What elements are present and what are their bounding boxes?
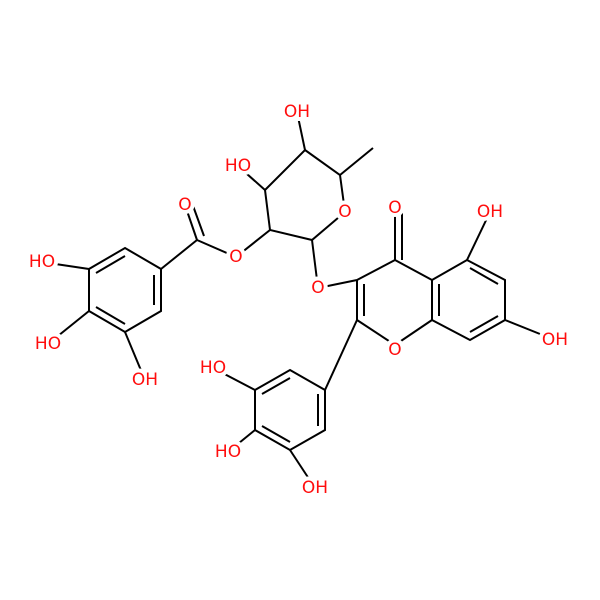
atom-label: HO [225, 156, 251, 176]
atom-label: HO [29, 252, 55, 272]
atom-label: O [388, 198, 401, 218]
atom-label: OH [477, 202, 503, 222]
atom-label: OH [542, 330, 568, 350]
atom-label: HO [215, 442, 241, 462]
atom-label: O [229, 247, 242, 267]
atom-labels: OH HO O O O HO HO OH O O OH OH O HO HO O… [25, 98, 572, 502]
atom-label: O [388, 340, 401, 360]
atom-label: O [311, 278, 324, 298]
atom-label: OH [302, 478, 328, 498]
atom-label: O [178, 195, 191, 215]
bonds [41, 111, 556, 489]
atom-label: HO [200, 358, 226, 378]
atom-label: O [338, 202, 351, 222]
atom-label: HO [35, 334, 61, 354]
atom-label: OH [284, 102, 310, 122]
atom-label: OH [132, 370, 158, 390]
